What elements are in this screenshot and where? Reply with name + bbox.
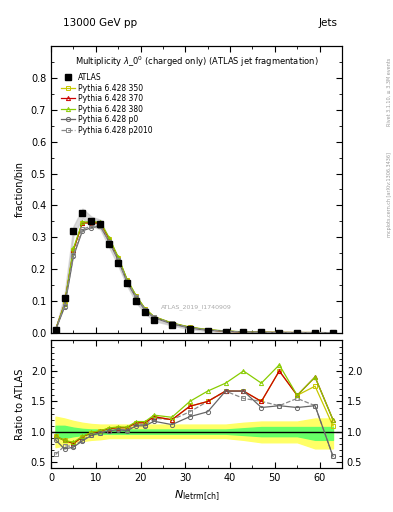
- Y-axis label: fraction/bin: fraction/bin: [15, 161, 25, 218]
- Y-axis label: Ratio to ATLAS: Ratio to ATLAS: [15, 369, 25, 440]
- Text: 13000 GeV pp: 13000 GeV pp: [63, 18, 137, 28]
- X-axis label: $N_{\rm letrm{[ch]}}$: $N_{\rm letrm{[ch]}}$: [174, 489, 219, 503]
- Legend: ATLAS, Pythia 6.428 350, Pythia 6.428 370, Pythia 6.428 380, Pythia 6.428 p0, Py: ATLAS, Pythia 6.428 350, Pythia 6.428 37…: [58, 70, 155, 138]
- Text: ATLAS_2019_I1740909: ATLAS_2019_I1740909: [161, 304, 232, 310]
- Text: Rivet 3.1.10, ≥ 3.3M events: Rivet 3.1.10, ≥ 3.3M events: [387, 58, 391, 126]
- Text: Multiplicity $\lambda\_0^0$ (charged only) (ATLAS jet fragmentation): Multiplicity $\lambda\_0^0$ (charged onl…: [75, 55, 318, 69]
- Text: mcplots.cern.ch [arXiv:1306.3436]: mcplots.cern.ch [arXiv:1306.3436]: [387, 152, 391, 237]
- Text: Jets: Jets: [319, 18, 338, 28]
